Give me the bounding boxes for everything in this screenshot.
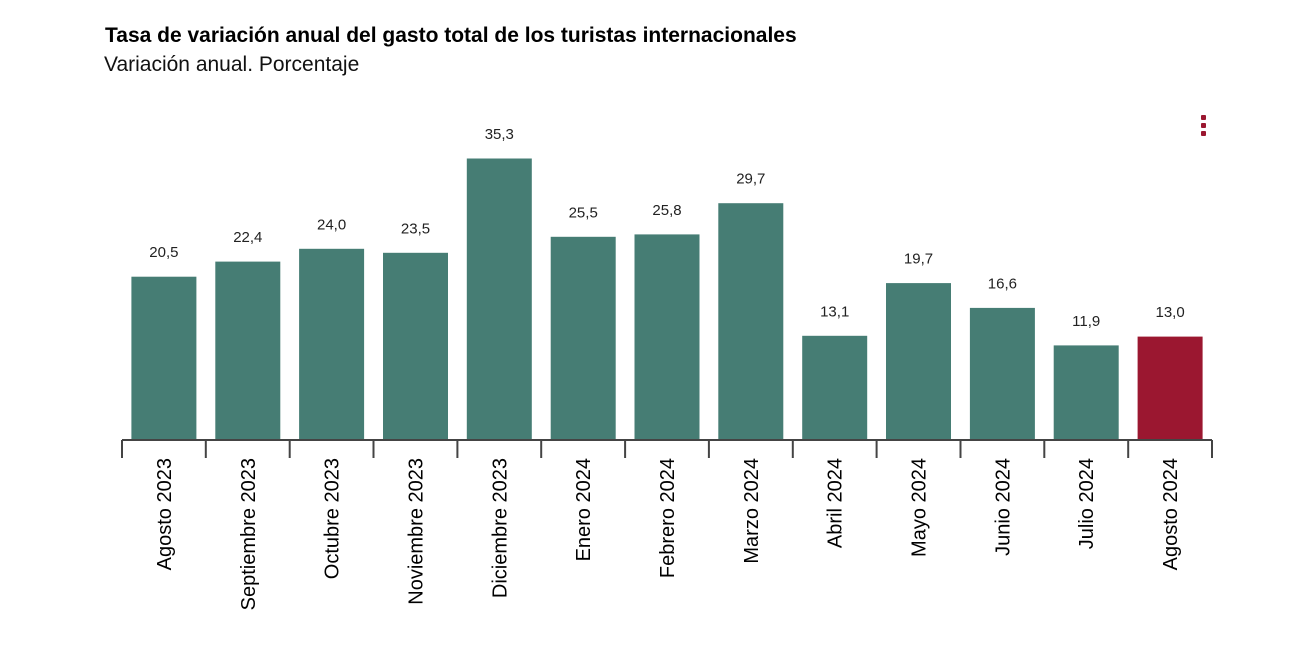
x-tick-label-4: Diciembre 2023 [489,458,511,598]
bar-1 [214,260,282,441]
x-tick-label-8: Abril 2024 [825,458,847,548]
bar-0 [130,275,198,441]
x-tick-label-1: Septiembre 2023 [238,458,260,610]
bar-8 [801,334,869,441]
x-tick-labels-group: Agosto 2023 Septiembre 2023 Octubre 2023 No… [154,458,1182,610]
x-tick-label-10: Junio 2024 [992,458,1014,556]
bar-3 [382,251,449,441]
value-label-11: 11,9 [1072,313,1100,330]
chart-subtitle: Variación anual. Porcentaje [104,53,360,76]
value-label-9: 19,7 [904,251,933,268]
x-tick-label-0: Agosto 2023 [154,458,176,570]
x-tick-label-3: Noviembre 2023 [406,458,428,605]
value-label-0: 20,5 [149,244,178,261]
menu-dot [1201,123,1206,128]
x-tick-label-2: Octubre 2023 [322,458,344,579]
value-label-4: 35,3 [485,126,514,143]
bar-4 [465,157,533,441]
x-tick-label-6: Febrero 2024 [657,458,679,578]
value-label-12: 13,0 [1155,304,1184,321]
bar-11 [1052,344,1120,441]
value-label-5: 25,5 [569,204,598,221]
x-tick-label-5: Enero 2024 [573,458,595,561]
x-axis [121,439,1213,458]
bar-10 [968,306,1036,441]
value-label-3: 23,5 [401,220,430,237]
x-tick-label-9: Mayo 2024 [909,458,931,557]
value-label-8: 13,1 [820,303,849,320]
value-labels-group: 20,5 22,4 24,0 23,5 35,3 25,5 25,8 29,7 13,1 19,7… [149,126,1184,330]
bar-12 [1136,335,1204,441]
value-label-1: 22,4 [233,229,262,246]
bar-2 [298,247,366,441]
bar-7 [717,202,785,441]
x-tick-label-11: Julio 2024 [1076,458,1098,549]
chart-menu-icon[interactable] [1198,114,1210,138]
menu-dot [1201,115,1206,120]
bar-5 [549,235,617,441]
bars-group [130,157,1204,441]
value-label-7: 29,7 [736,171,765,188]
bar-9 [885,282,952,441]
chart-title: Tasa de variación anual del gasto total … [105,24,797,47]
bar-6 [633,233,701,441]
value-label-10: 16,6 [988,275,1017,292]
value-label-6: 25,8 [652,202,681,219]
x-tick-label-7: Marzo 2024 [741,458,763,564]
x-tick-label-12: Agosto 2024 [1160,458,1182,570]
menu-dot [1201,131,1206,136]
value-label-2: 24,0 [317,216,346,233]
